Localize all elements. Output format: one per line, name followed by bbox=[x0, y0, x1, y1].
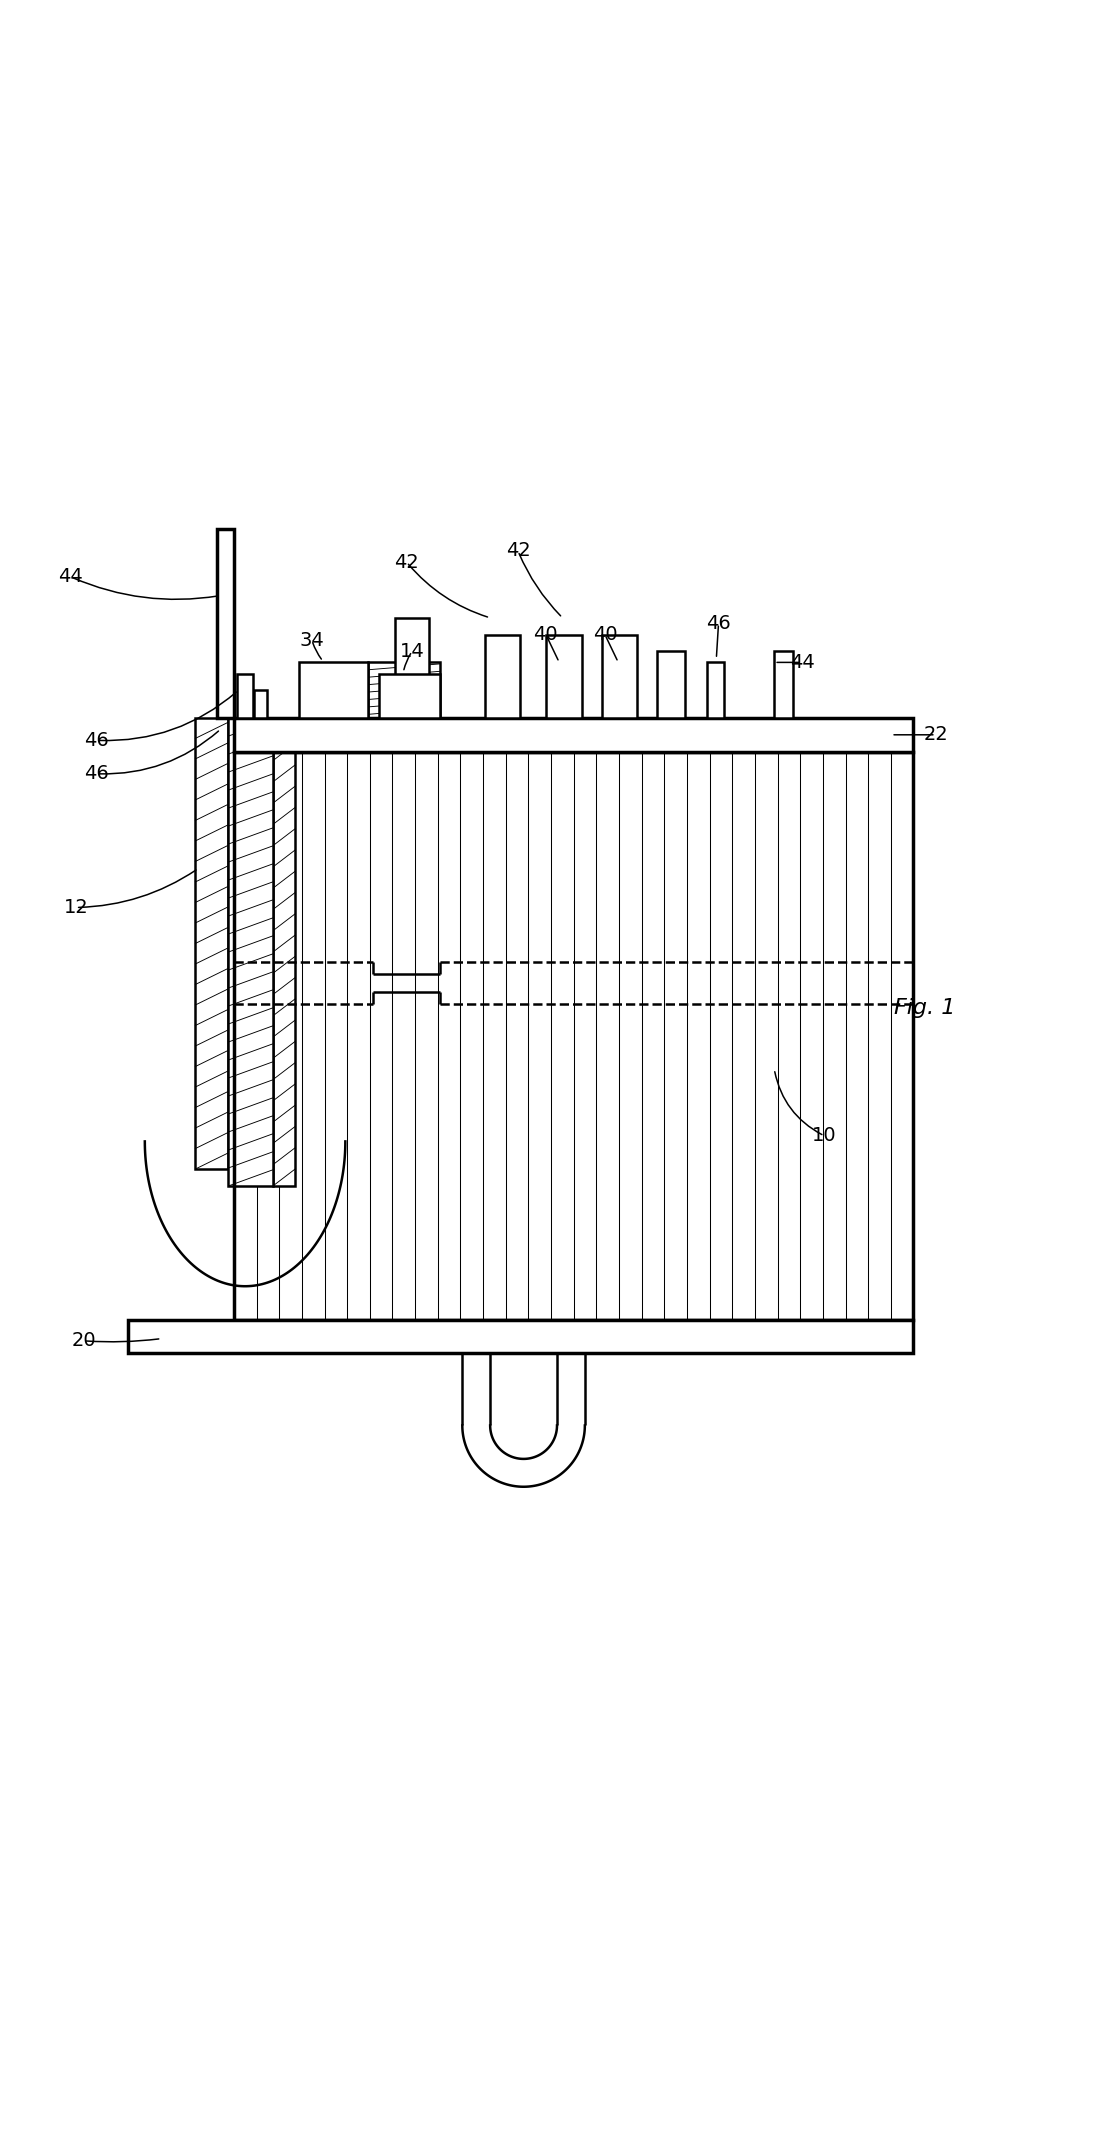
Text: 40: 40 bbox=[534, 624, 558, 644]
Bar bbox=[237, 673, 253, 718]
Text: 46: 46 bbox=[85, 763, 109, 783]
Bar bbox=[657, 652, 685, 718]
Bar bbox=[485, 635, 520, 718]
Bar bbox=[254, 691, 267, 718]
Bar bbox=[774, 652, 793, 718]
Text: 44: 44 bbox=[790, 652, 814, 671]
Text: 34: 34 bbox=[300, 631, 324, 650]
Bar bbox=[707, 663, 724, 718]
Bar bbox=[273, 718, 295, 1187]
Text: 20: 20 bbox=[71, 1332, 96, 1351]
Bar bbox=[546, 635, 582, 718]
Bar bbox=[234, 753, 913, 1319]
Text: 12: 12 bbox=[63, 898, 88, 917]
Bar bbox=[602, 635, 637, 718]
Bar bbox=[228, 718, 273, 1187]
Text: 40: 40 bbox=[593, 624, 617, 644]
Text: 46: 46 bbox=[85, 731, 109, 750]
Text: 44: 44 bbox=[58, 567, 82, 586]
Text: 22: 22 bbox=[924, 725, 948, 744]
Text: 14: 14 bbox=[400, 641, 424, 661]
Bar bbox=[234, 753, 913, 1319]
Bar bbox=[128, 1319, 913, 1353]
Text: 46: 46 bbox=[706, 614, 731, 633]
Bar bbox=[234, 718, 913, 753]
Bar bbox=[379, 673, 440, 718]
Text: 42: 42 bbox=[394, 552, 419, 571]
Bar bbox=[217, 528, 234, 718]
Bar bbox=[299, 663, 368, 718]
Text: 10: 10 bbox=[812, 1127, 837, 1146]
Text: 42: 42 bbox=[506, 541, 530, 560]
Bar bbox=[395, 618, 429, 718]
Bar bbox=[195, 718, 228, 1169]
Text: Fig. 1: Fig. 1 bbox=[893, 998, 956, 1018]
Bar bbox=[368, 663, 440, 753]
